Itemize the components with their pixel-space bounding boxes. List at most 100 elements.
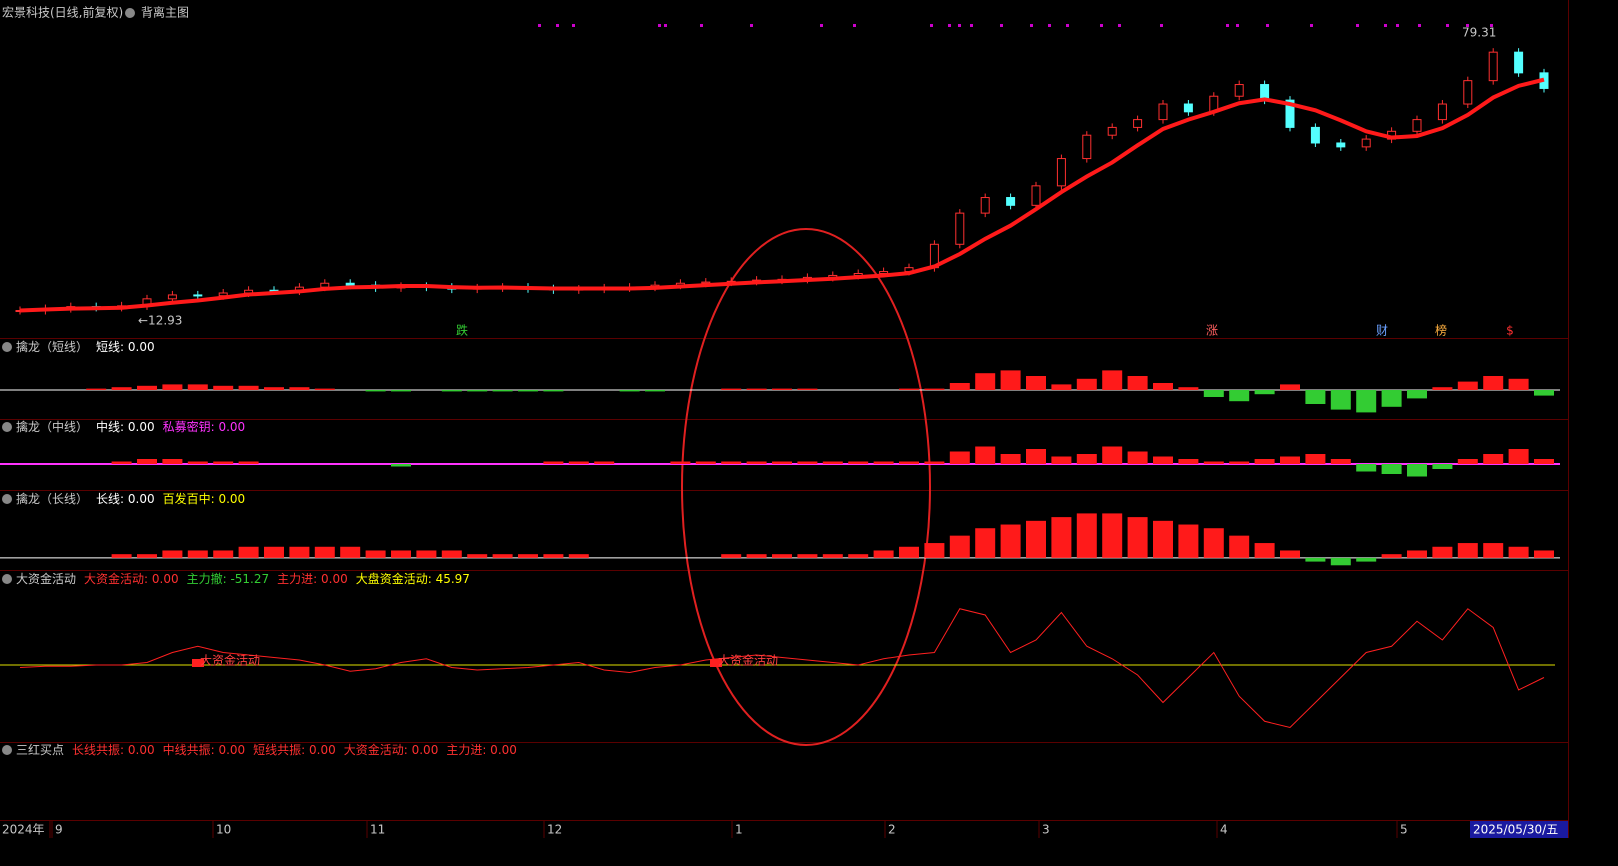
separators — [0, 0, 1569, 838]
histogram-bar — [1483, 376, 1504, 390]
histogram-bar — [721, 388, 742, 390]
histogram-bar — [1407, 464, 1427, 477]
candle — [1361, 138, 1371, 148]
histogram-bar — [1153, 520, 1173, 558]
histogram-bar — [1356, 464, 1377, 472]
histogram-bar — [391, 464, 411, 467]
histogram-bar — [1356, 390, 1377, 413]
panel-toggle[interactable] — [2, 422, 12, 432]
chart-layer: ←12.93 79.31 跌 涨 财 榜 $ 擒龙（短线） 短线: 0.00 擒龙（中线） 中线: … — [0, 26, 1568, 838]
candle — [1006, 197, 1016, 206]
histogram-bar — [1153, 383, 1173, 390]
histogram-bar — [1305, 557, 1326, 562]
panel-toggle[interactable] — [2, 745, 12, 755]
histogram-bar — [949, 451, 970, 464]
histogram-bar — [1076, 378, 1097, 390]
histogram-bar — [264, 546, 284, 558]
high-label: 79.31 — [1462, 26, 1496, 40]
histogram-bar — [949, 383, 970, 390]
histogram-bar — [1356, 557, 1377, 562]
menu-icon[interactable] — [125, 8, 135, 18]
histogram-bar — [289, 546, 310, 558]
candle — [1463, 80, 1473, 105]
histogram-bar — [1330, 557, 1351, 566]
histogram-bar — [924, 461, 945, 464]
event-marker: 财 — [1376, 324, 1388, 338]
histogram-bar — [1102, 370, 1123, 390]
histogram-bar — [111, 461, 132, 464]
histogram-bar — [1254, 459, 1275, 464]
histogram-bar — [949, 535, 970, 558]
x-axis-label: 10 — [216, 823, 231, 837]
histogram-bar — [1127, 376, 1148, 390]
histogram-bar — [721, 554, 742, 558]
histogram-bar — [746, 461, 767, 464]
histogram-bar — [1076, 513, 1097, 558]
histogram-bar — [1203, 528, 1224, 558]
histogram-bar — [1026, 449, 1046, 464]
histogram-bar — [1508, 546, 1529, 558]
histogram-bar — [1330, 459, 1351, 464]
histogram-bar — [264, 387, 284, 390]
histogram-bar — [213, 550, 234, 558]
histogram-bar — [1203, 390, 1224, 397]
histogram-bar — [1381, 464, 1402, 474]
histogram-bar — [1280, 550, 1300, 558]
histogram-bar — [416, 550, 437, 558]
histogram-bar — [1178, 387, 1199, 390]
panel-toggle[interactable] — [2, 494, 12, 504]
histogram-bar — [594, 461, 615, 464]
panel-name: 擒龙（短线） — [16, 339, 88, 354]
histogram-bar — [899, 461, 919, 464]
histogram-bar — [1000, 454, 1021, 464]
panel-header: 擒龙（长线） 长线: 0.00 百发百中: 0.00 — [16, 491, 245, 506]
panel-field: 主力进: 0.00 — [277, 572, 348, 586]
x-axis-label: 2 — [888, 823, 896, 837]
panel-field: 主力进: 0.00 — [446, 743, 517, 757]
histogram-bar — [1254, 390, 1275, 395]
histogram-bar — [1457, 543, 1478, 558]
histogram-bar — [1534, 459, 1554, 464]
histogram-bar — [238, 546, 259, 558]
histogram-bar — [1534, 390, 1554, 396]
histogram-bar — [721, 461, 742, 464]
histogram-bar — [695, 461, 716, 464]
candle — [1031, 185, 1041, 206]
histogram-bar — [975, 446, 996, 464]
event-marker: 涨 — [1206, 323, 1218, 338]
panel-header: 三红买点 长线共振: 0.00 中线共振: 0.00 短线共振: 0.00 大资金活动:… — [16, 742, 517, 757]
annotation-box — [710, 659, 722, 667]
histogram-bar — [467, 390, 488, 392]
histogram-bar — [568, 461, 589, 464]
histogram-bar — [162, 459, 183, 464]
histogram-bar — [518, 390, 538, 392]
histogram-bar — [391, 550, 411, 558]
histogram-bar — [1407, 390, 1427, 399]
histogram-bar — [213, 461, 234, 464]
histogram-bar — [1229, 461, 1250, 464]
panel-header: 大资金活动 大资金活动: 0.00 主力撤: -51.27 主力进: 0.00 大盘资金… — [16, 571, 470, 586]
histogram-bar — [1127, 451, 1148, 464]
histogram-bar — [848, 554, 869, 558]
histogram-bar — [391, 390, 411, 392]
panel-field: 长线共振: 0.00 — [72, 743, 155, 757]
panel-field: 中线共振: 0.00 — [163, 742, 246, 757]
panel-toggle[interactable] — [2, 342, 12, 352]
candle — [1412, 119, 1422, 132]
histogram-bar — [797, 461, 818, 464]
histogram-bar — [543, 390, 564, 392]
histogram-bar — [1483, 543, 1504, 558]
moving-average — [19, 77, 1545, 313]
panel-toggle[interactable] — [2, 574, 12, 584]
histogram-bar — [924, 388, 945, 390]
histogram-bar — [1407, 550, 1427, 558]
panel-field: 长线: 0.00 — [96, 492, 155, 506]
histogram-bar — [1457, 381, 1478, 390]
low-label: ←12.93 — [138, 314, 182, 328]
histogram-bar — [441, 390, 462, 392]
indicator-name: 背离主图 — [141, 5, 189, 20]
candle — [980, 197, 990, 214]
histogram-bar — [1280, 456, 1300, 464]
panel-name: 擒龙（中线） — [16, 419, 88, 434]
histogram-bar — [238, 461, 259, 464]
